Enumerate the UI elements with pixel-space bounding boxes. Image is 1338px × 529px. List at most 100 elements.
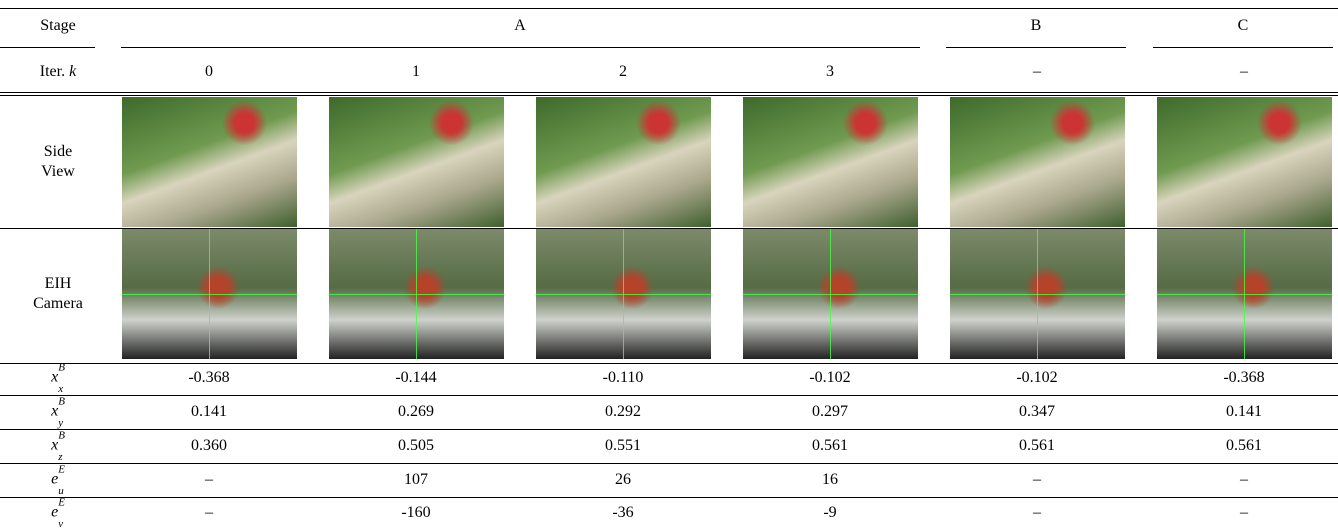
rule (0, 395, 1338, 396)
iter: 0 (205, 62, 213, 82)
cell: -0.102 (809, 368, 850, 388)
cell: 0.505 (398, 436, 434, 456)
crosshair (950, 294, 1125, 295)
cell: – (1240, 470, 1248, 490)
cell: -0.102 (1016, 368, 1057, 388)
cell: -0.368 (188, 368, 229, 388)
cell: -0.368 (1223, 368, 1264, 388)
label-sup: E (58, 497, 65, 509)
label-line: EIH (45, 275, 72, 292)
table-page: StageABCIter. k0123––SideViewEIHCameraxB… (0, 0, 1338, 529)
label-sub: u (58, 485, 64, 497)
photo (122, 229, 297, 359)
cell: -9 (823, 503, 836, 523)
cell: 16 (822, 470, 838, 490)
cell: 107 (404, 470, 428, 490)
cell: – (205, 470, 213, 490)
cell: 0.561 (1226, 436, 1262, 456)
label-sub: v (58, 518, 63, 529)
cell: -160 (401, 503, 430, 523)
rule (0, 92, 1338, 93)
stage: A (514, 16, 526, 36)
label-line: View (41, 163, 75, 180)
rule (1153, 47, 1333, 48)
image-row-label: Side View (41, 142, 75, 182)
stage: B (1031, 16, 1042, 36)
iter: – (1033, 62, 1041, 82)
label-sup: B (58, 430, 65, 442)
cell: 0.347 (1019, 402, 1055, 422)
photo (950, 229, 1125, 359)
cell: – (205, 503, 213, 523)
rule (0, 47, 95, 48)
photo (329, 97, 504, 227)
iter-var: k (69, 63, 76, 80)
photo (536, 229, 711, 359)
crosshair (536, 294, 711, 295)
photo (743, 97, 918, 227)
photo (743, 229, 918, 359)
label-sub: z (58, 451, 62, 463)
rule (0, 497, 1338, 498)
label-line: Camera (33, 295, 83, 312)
rule (946, 47, 1126, 48)
cell: 26 (615, 470, 631, 490)
cell: – (1033, 503, 1041, 523)
cell: 0.292 (605, 402, 641, 422)
label-sup: B (58, 362, 65, 374)
rule (0, 463, 1338, 464)
crosshair (122, 294, 297, 295)
photo (122, 97, 297, 227)
iter: 1 (412, 62, 420, 82)
iter: 2 (619, 62, 627, 82)
crosshair (1157, 294, 1332, 295)
stage-label: Stage (40, 16, 76, 36)
iter-label: Iter. k (40, 62, 76, 82)
cell: 0.561 (812, 436, 848, 456)
cell: -0.144 (395, 368, 436, 388)
cell: 0.297 (812, 402, 848, 422)
rule (121, 47, 920, 48)
photo (1157, 229, 1332, 359)
cell: 0.561 (1019, 436, 1055, 456)
photo (1157, 97, 1332, 227)
cell: -36 (612, 503, 633, 523)
label-sub: y (58, 417, 63, 429)
crosshair (329, 294, 504, 295)
rule (0, 429, 1338, 430)
photo (329, 229, 504, 359)
label-sup: B (58, 396, 65, 408)
cell: 0.141 (1226, 402, 1262, 422)
label-sup: E (58, 464, 65, 476)
iter-text: Iter. (40, 63, 65, 80)
label-line: Side (44, 143, 72, 160)
stage: C (1238, 16, 1249, 36)
rule (0, 363, 1338, 364)
image-row-label: EIH Camera (33, 274, 83, 314)
photo (950, 97, 1125, 227)
cell: 0.269 (398, 402, 434, 422)
iter: 3 (826, 62, 834, 82)
cell: -0.110 (603, 368, 644, 388)
cell: 0.141 (191, 402, 227, 422)
cell: 0.360 (191, 436, 227, 456)
rule (0, 95, 1338, 96)
cell: – (1240, 503, 1248, 523)
photo (536, 97, 711, 227)
crosshair (743, 294, 918, 295)
label-sub: x (58, 383, 63, 395)
cell: – (1033, 470, 1041, 490)
iter: – (1240, 62, 1248, 82)
rule (0, 8, 1338, 9)
cell: 0.551 (605, 436, 641, 456)
